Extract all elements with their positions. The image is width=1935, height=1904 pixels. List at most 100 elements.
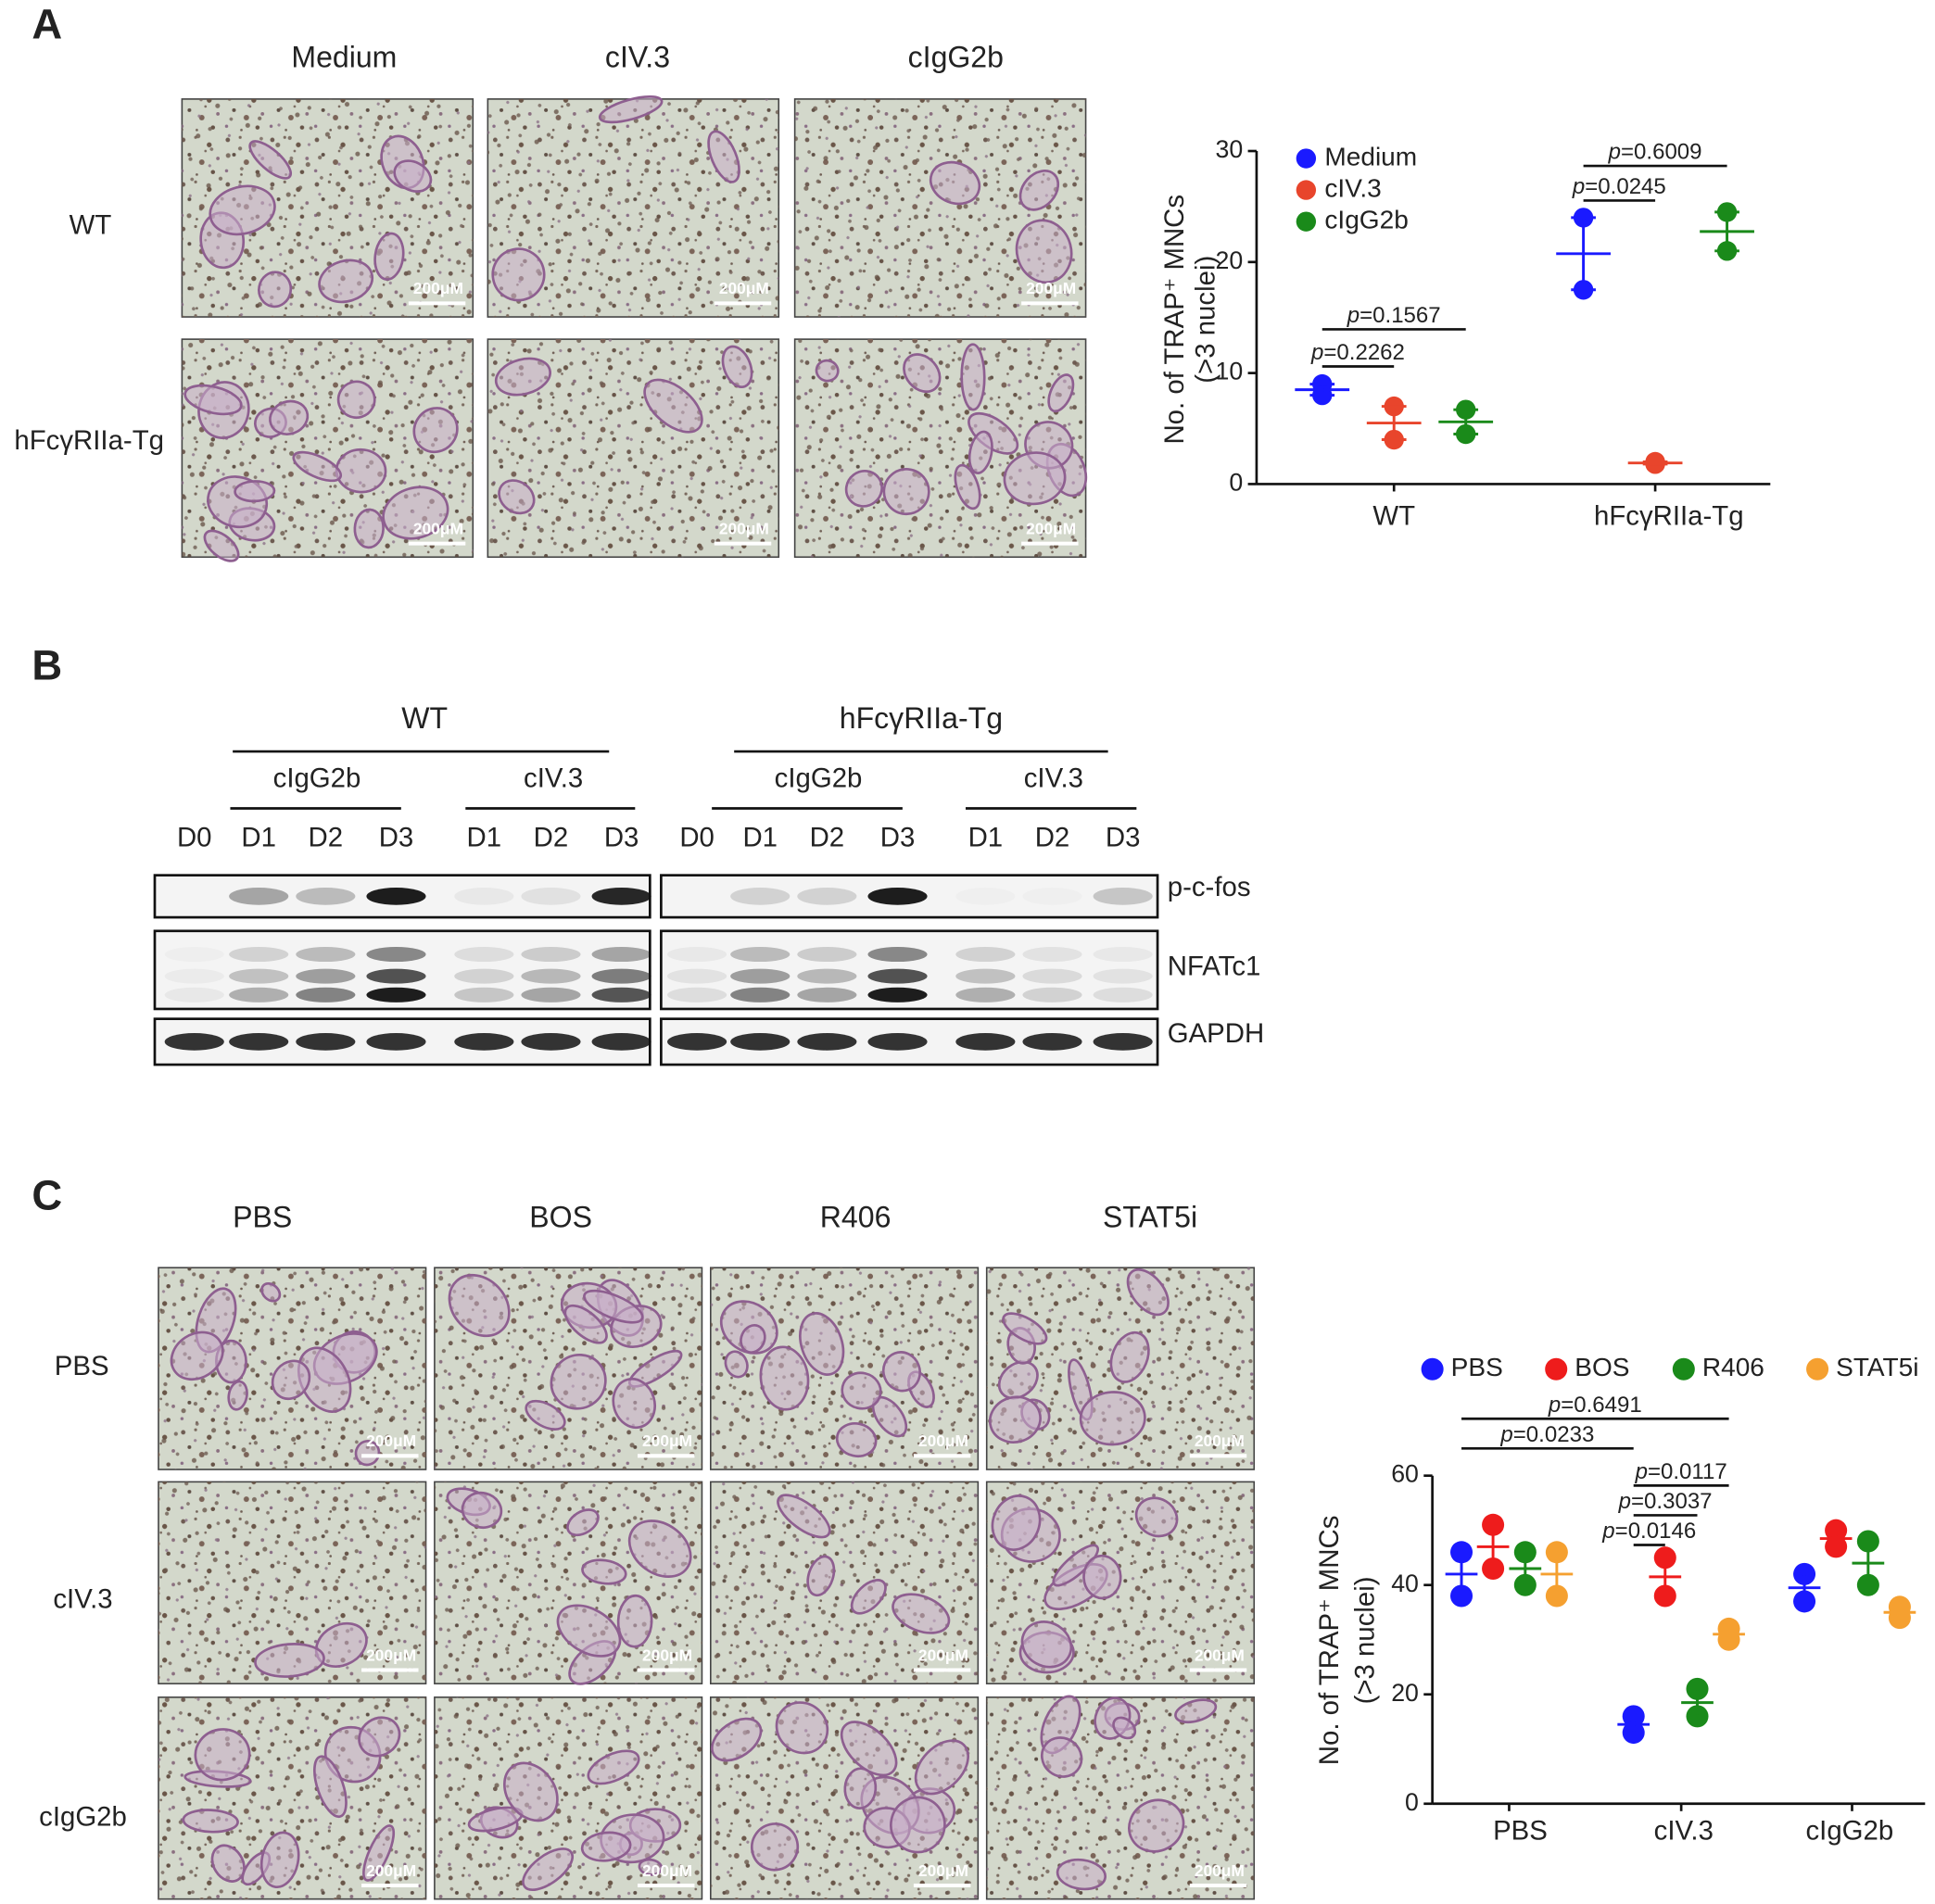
p-value: p=0.0245 [1572, 174, 1666, 199]
scale-bar-label: 200μM [1195, 1861, 1245, 1880]
micrograph [158, 1696, 427, 1900]
osteoclast [194, 1728, 251, 1782]
blot-band [1022, 947, 1082, 963]
row-label: cIV.3 [53, 1583, 112, 1614]
blot-band [521, 968, 581, 984]
osteoclast [929, 160, 981, 206]
y-tick-label: 60 [1391, 1460, 1419, 1488]
osteoclast [522, 1847, 574, 1891]
micrograph [181, 338, 474, 562]
blot-band [730, 888, 790, 905]
protein-label: NFATc1 [1168, 952, 1261, 982]
osteoclast [1079, 1391, 1146, 1446]
micrograph [985, 1481, 1256, 1684]
row-label: PBS [55, 1351, 109, 1381]
row-label: hFcγRIIa-Tg [14, 425, 164, 456]
osteoclast [598, 95, 664, 124]
osteoclast [336, 380, 376, 420]
blot-band [366, 947, 426, 963]
blot-band [1093, 968, 1153, 984]
osteoclast [1134, 1496, 1179, 1538]
y-tick-label: 40 [1391, 1570, 1419, 1597]
column-label: R406 [820, 1201, 892, 1234]
micrograph [487, 338, 780, 559]
lane-label: D1 [467, 823, 502, 853]
panel-label: C [32, 1171, 62, 1218]
column-label: cIV.3 [605, 41, 670, 74]
osteoclast [362, 1824, 396, 1882]
blot-band [591, 1033, 651, 1051]
scale-bar-label: 200μM [413, 519, 463, 537]
p-value: p=0.0146 [1601, 1519, 1696, 1544]
scale-bar-label: 200μM [918, 1431, 968, 1450]
micrograph [793, 98, 1087, 318]
osteoclast [556, 1604, 622, 1658]
blot-band [667, 1033, 727, 1051]
micrograph [710, 1267, 980, 1470]
osteoclast [318, 258, 374, 304]
x-tick-label: cIgG2b [1805, 1815, 1893, 1846]
group-label: hFcγRIIa-Tg [840, 701, 1003, 735]
blot-band [955, 888, 1015, 905]
micrograph [793, 338, 1088, 559]
micrograph [434, 1481, 703, 1685]
lane-label: D2 [810, 823, 845, 853]
osteoclast [525, 1399, 566, 1431]
osteoclast [882, 467, 930, 516]
osteoclast [1020, 1620, 1073, 1669]
osteoclast [254, 1643, 325, 1678]
legend-label: PBS [1451, 1353, 1503, 1381]
x-tick-label: cIV.3 [1654, 1815, 1714, 1846]
osteoclast [259, 1831, 300, 1889]
osteoclast [740, 1324, 766, 1354]
blot-band [1093, 947, 1153, 963]
treatment-label: cIV.3 [1024, 763, 1083, 794]
osteoclast [358, 1716, 401, 1758]
osteoclast [1002, 1312, 1048, 1345]
osteoclast [354, 1440, 381, 1467]
osteoclast [292, 450, 343, 483]
y-axis-label: No. of TRAP⁺ MNCs [1159, 195, 1190, 445]
osteoclast [209, 184, 276, 236]
osteoclast [563, 1304, 608, 1344]
blot-band [165, 969, 224, 984]
row-label: cIgG2b [39, 1802, 127, 1833]
osteoclast [721, 345, 753, 389]
osteoclast [1056, 1858, 1107, 1891]
osteoclast [566, 1508, 600, 1537]
blot-band [867, 968, 928, 984]
blot-band [591, 968, 651, 984]
osteoclast [335, 448, 387, 494]
blot-band [521, 987, 581, 1002]
blot-band [867, 888, 928, 905]
lane-label: D1 [742, 823, 778, 853]
osteoclast [1128, 1798, 1185, 1853]
osteoclast [234, 480, 276, 503]
osteoclast [815, 359, 840, 383]
blot-band [454, 987, 514, 1002]
osteoclast [1112, 1716, 1137, 1740]
p-value: p=0.3037 [1618, 1489, 1713, 1514]
blot-band [229, 888, 289, 905]
scale-bar-label: 200μM [413, 279, 463, 297]
column-label: cIgG2b [908, 41, 1004, 74]
blot-band [797, 987, 857, 1002]
osteoclast [881, 1351, 922, 1393]
legend-label: Medium [1324, 142, 1417, 170]
osteoclast [775, 1701, 829, 1755]
osteoclast [1109, 1330, 1150, 1383]
blot-band [296, 968, 356, 984]
osteoclast [1003, 451, 1067, 506]
blot-band [366, 968, 426, 984]
osteoclast [850, 1579, 887, 1615]
treatment-label: cIgG2b [273, 763, 361, 794]
micrograph [434, 1267, 703, 1470]
osteoclast [750, 1822, 800, 1872]
blot-band [165, 947, 224, 962]
blot-band [454, 888, 514, 905]
osteoclast [643, 378, 703, 434]
osteoclast [182, 1809, 239, 1834]
p-value: p=0.2262 [1310, 340, 1405, 365]
osteoclast [997, 1360, 1039, 1400]
